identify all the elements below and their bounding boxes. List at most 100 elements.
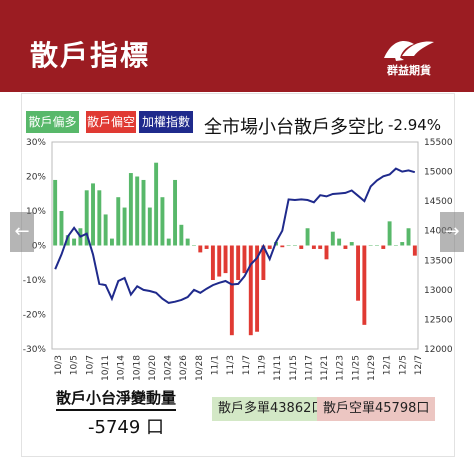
- y-right-tick-label: 14500: [424, 197, 453, 207]
- ratio-bar: [368, 245, 373, 246]
- ratio-bar: [286, 245, 291, 246]
- ratio-bar: [305, 228, 310, 246]
- ratio-bar: [210, 245, 215, 280]
- ratio-bar: [387, 221, 392, 246]
- ratio-bar: [343, 245, 348, 249]
- ratio-bar: [400, 242, 405, 246]
- ratio-bar: [393, 245, 398, 246]
- y-right-tick-label: 13000: [424, 286, 453, 296]
- y-left-tick-label: -10%: [23, 276, 47, 286]
- x-tick-label: 12/7: [414, 355, 424, 375]
- x-tick-label: 12/1: [383, 355, 393, 375]
- legend-long: 散戶偏多: [26, 111, 79, 133]
- ratio-bar: [147, 207, 152, 246]
- y-left-tick-label: -30%: [23, 345, 47, 355]
- ratio-bar: [236, 245, 241, 280]
- y-right-tick-label: 15000: [424, 168, 453, 178]
- x-tick-label: 11/23: [336, 355, 346, 381]
- ratio-bar: [173, 179, 178, 246]
- ratio-bar: [349, 242, 354, 246]
- x-tick-label: 11/21: [320, 355, 330, 381]
- legend-short: 散戶偏空: [86, 111, 136, 133]
- page-title: 散戶指標: [30, 39, 151, 72]
- ratio-bar: [204, 245, 209, 249]
- x-tick-label: 11/25: [351, 355, 361, 381]
- y-left-tick-label: 10%: [26, 207, 46, 217]
- x-tick-label: 10/11: [101, 355, 111, 381]
- long-positions-badge: 散戶多單43862口: [212, 397, 331, 421]
- y-right-tick-label: 13500: [424, 256, 453, 266]
- ratio-bar: [65, 235, 70, 246]
- chart-title: 全市場小台散戶多空比: [204, 117, 384, 138]
- x-tick-label: 11/1: [211, 355, 221, 375]
- ratio-bar: [84, 190, 89, 246]
- ratio-bar: [248, 245, 253, 336]
- x-tick-label: 11/29: [367, 355, 377, 381]
- ratio-bar: [141, 179, 146, 246]
- ratio-bar: [97, 190, 102, 246]
- arrow-left-icon: ←: [14, 221, 30, 242]
- y-left-tick-label: 20%: [26, 173, 46, 183]
- ratio-bar: [72, 238, 77, 246]
- ratio-bar: [267, 245, 272, 249]
- ratio-bar: [185, 238, 190, 246]
- x-tick-label: 10/20: [148, 355, 158, 381]
- ratio-bar: [122, 207, 127, 246]
- ratio-bar: [103, 214, 108, 246]
- ratio-bar: [406, 228, 411, 246]
- ratio-bar: [217, 245, 222, 277]
- ratio-bar: [116, 197, 121, 246]
- x-tick-label: 11/15: [289, 355, 299, 381]
- net-change-label: 散戶小台淨變動量: [56, 387, 177, 411]
- ratio-bar: [299, 245, 304, 249]
- plot-frame: [51, 141, 419, 350]
- header-bar: 散戶指標 群益期貨: [0, 0, 474, 92]
- x-tick-label: 11/3: [226, 355, 236, 375]
- y-right-tick-label: 15500: [424, 138, 453, 148]
- ratio-bar: [362, 245, 367, 325]
- legend-index: 加權指數: [139, 111, 193, 133]
- ratio-bar: [280, 245, 285, 248]
- x-tick-label: 10/14: [117, 355, 127, 381]
- ratio-bar: [154, 162, 159, 246]
- ratio-bar: [223, 245, 228, 274]
- brand-logo: 群益期貨: [374, 34, 444, 84]
- x-tick-label: 10/7: [85, 355, 95, 375]
- brand-name: 群益期貨: [387, 64, 431, 77]
- x-tick-label: 12/5: [398, 355, 408, 375]
- ratio-bar: [337, 238, 342, 246]
- ratio-bar: [356, 245, 361, 301]
- ratio-bar: [91, 183, 95, 246]
- eagle-logo-icon: [384, 40, 434, 61]
- ratio-bar: [179, 224, 184, 246]
- y-left-tick-label: 30%: [26, 138, 46, 148]
- ratio-bar: [412, 245, 417, 256]
- ratio-bar: [128, 173, 133, 246]
- ratio-bar: [160, 197, 165, 246]
- prev-arrow-button[interactable]: ←: [10, 212, 34, 252]
- next-arrow-button[interactable]: →: [440, 212, 464, 252]
- ratio-bar: [318, 245, 323, 249]
- ratio-bar: [242, 245, 247, 274]
- x-tick-label: 10/28: [195, 355, 205, 381]
- x-tick-label: 10/3: [54, 355, 64, 375]
- y-left-tick-label: 0%: [32, 242, 47, 252]
- ratio-bar: [109, 238, 114, 246]
- index-line: [54, 167, 416, 304]
- x-tick-label: 11/17: [304, 355, 314, 381]
- ratio-bar: [53, 179, 58, 246]
- net-change-value: -5749 口: [88, 417, 165, 438]
- ratio-bar: [311, 245, 316, 249]
- x-tick-label: 11/7: [242, 355, 252, 375]
- y-right-tick-label: 12000: [424, 345, 453, 355]
- ratio-bar: [381, 245, 386, 249]
- ratio-bar: [375, 245, 379, 246]
- ratio-bar: [192, 245, 196, 246]
- ratio-bar: [198, 245, 203, 253]
- arrow-right-icon: →: [444, 221, 460, 242]
- ratio-bar: [330, 231, 335, 246]
- ratio-bar: [292, 245, 297, 246]
- x-tick-label: 10/26: [179, 355, 189, 381]
